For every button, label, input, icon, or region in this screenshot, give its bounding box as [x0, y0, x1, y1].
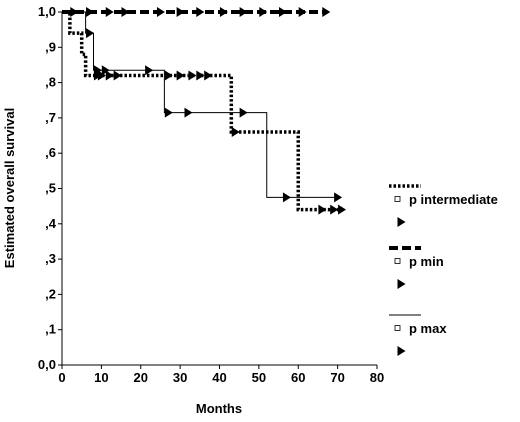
y-axis-label: Estimated overall survival — [2, 108, 17, 268]
y-tick-label: 1,0 — [38, 4, 56, 19]
x-axis-label: Months — [196, 401, 242, 416]
censor-marker — [105, 70, 114, 81]
legend-marker-icon — [397, 279, 406, 289]
censor-marker — [145, 65, 154, 76]
censor-marker — [184, 107, 193, 118]
plot-area: 0 10 20 30 40 50 60 70 80 0,0 ,1 ,2 ,3 ,4 ,5 ,6 ,7 ,8 ,9 1… — [38, 4, 384, 385]
censor-marker — [204, 70, 213, 81]
y-tick-label: ,4 — [45, 216, 57, 231]
y-tick-label: ,6 — [45, 145, 56, 160]
censor-marker — [196, 70, 205, 81]
censor-marker — [330, 204, 339, 215]
censor-marker — [156, 7, 165, 17]
series-p-max — [62, 11, 343, 203]
series-p-min — [62, 7, 331, 17]
legend-label: p max — [409, 321, 447, 336]
legend-box-icon — [394, 325, 401, 331]
legend-label: p intermediate — [409, 192, 498, 207]
censor-marker — [318, 204, 327, 215]
y-tick-label: ,8 — [45, 75, 56, 90]
censor-marker — [97, 70, 106, 81]
censor-marker — [231, 127, 240, 138]
x-tick-label: 40 — [212, 370, 226, 385]
y-tick-label: 0,0 — [38, 357, 56, 372]
censor-marker — [113, 70, 122, 81]
censor-marker — [121, 7, 130, 17]
x-axis-ticks: 0 10 20 30 40 50 60 70 80 — [58, 365, 384, 385]
censor-marker — [338, 204, 347, 215]
censor-marker — [86, 28, 95, 39]
censor-marker — [259, 7, 268, 17]
x-tick-label: 60 — [291, 370, 305, 385]
x-tick-label: 30 — [173, 370, 187, 385]
y-tick-label: ,2 — [45, 286, 56, 301]
censor-marker — [298, 7, 307, 17]
censor-marker — [176, 70, 185, 81]
censor-marker — [196, 7, 205, 17]
legend-item-p-min: p min — [389, 246, 444, 289]
legend: p intermediate p min p max — [389, 184, 498, 356]
x-tick-label: 50 — [252, 370, 266, 385]
x-tick-label: 10 — [94, 370, 108, 385]
legend-box-icon — [394, 258, 401, 264]
legend-item-p-max: p max — [389, 314, 447, 356]
series-layer — [62, 7, 347, 215]
legend-item-p-intermediate: p intermediate — [389, 184, 498, 227]
censor-marker — [239, 7, 248, 17]
censor-marker — [86, 7, 95, 17]
y-axis-ticks: 0,0 ,1 ,2 ,3 ,4 ,5 ,6 ,7 ,8 ,9 1,0 — [38, 4, 62, 372]
legend-marker-icon — [397, 217, 406, 227]
y-tick-label: ,7 — [45, 110, 56, 125]
x-tick-label: 20 — [134, 370, 148, 385]
censor-marker — [188, 70, 197, 81]
censor-marker — [101, 65, 110, 76]
legend-box-icon — [394, 196, 401, 202]
x-tick-label: 80 — [370, 370, 384, 385]
x-tick-label: 70 — [330, 370, 344, 385]
censor-marker — [219, 7, 228, 17]
censor-marker — [176, 7, 185, 17]
x-tick-label: 0 — [58, 370, 65, 385]
censor-marker — [279, 7, 287, 17]
censor-marker — [93, 65, 102, 76]
y-tick-label: ,3 — [45, 251, 56, 266]
y-tick-label: ,5 — [45, 181, 56, 196]
censor-marker — [164, 70, 173, 81]
y-tick-label: ,1 — [45, 322, 56, 337]
series-p-intermediate — [62, 10, 347, 215]
censor-marker — [322, 7, 331, 17]
series-line-p-max — [62, 11, 338, 198]
censor-marker — [164, 107, 173, 118]
censor-marker — [282, 192, 291, 203]
censor-marker — [239, 107, 248, 118]
series-line-p-intermediate — [62, 10, 342, 212]
legend-label: p min — [409, 254, 444, 269]
censor-marker — [334, 192, 343, 203]
legend-marker-icon — [397, 346, 406, 356]
y-tick-label: ,9 — [45, 39, 56, 54]
censor-marker — [105, 7, 114, 17]
